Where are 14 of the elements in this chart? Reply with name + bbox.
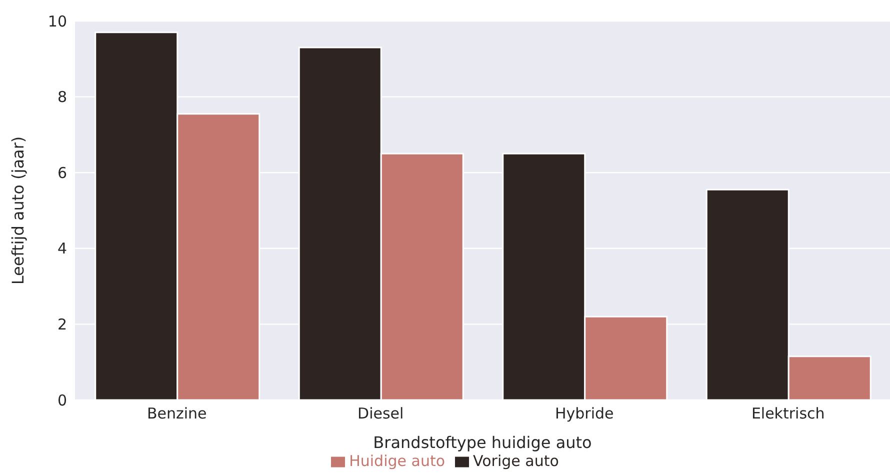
y-axis-title: Leeftijd auto (jaar): [8, 136, 28, 285]
y-tick-label: 0: [57, 391, 67, 410]
x-tick-label: Diesel: [358, 404, 404, 423]
x-tick-label: Elektrisch: [751, 404, 825, 423]
legend-label: Vorige auto: [473, 452, 559, 470]
y-tick-label: 8: [57, 88, 67, 106]
legend-label: Huidige auto: [349, 452, 446, 470]
x-axis-title: Brandstoftype huidige auto: [373, 433, 592, 452]
y-tick-label: 6: [57, 164, 67, 182]
y-tick-label: 2: [57, 316, 67, 334]
y-tick-label: 4: [57, 240, 67, 258]
x-tick-label: Benzine: [146, 404, 207, 423]
x-tick-label: Hybride: [554, 404, 614, 423]
y-tick-label: 10: [48, 12, 67, 30]
